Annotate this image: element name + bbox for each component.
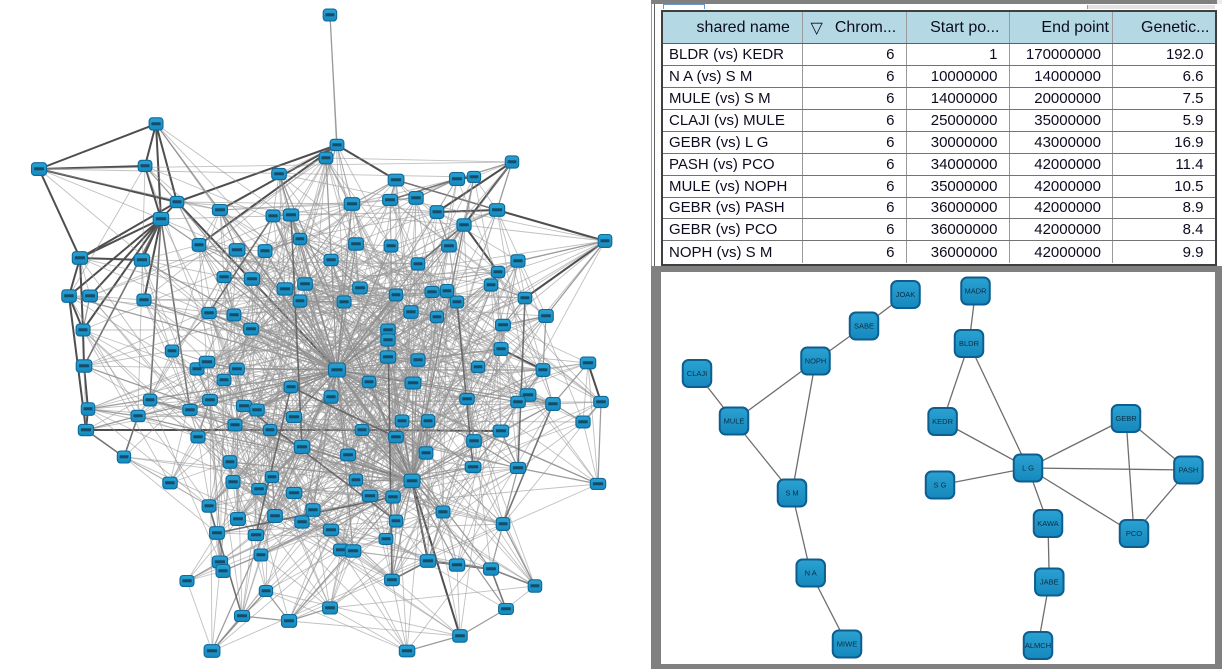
svg-text:NOPH: NOPH (805, 357, 827, 366)
svg-text:GEBR: GEBR (1115, 414, 1137, 423)
svg-text:CLAJI: CLAJI (687, 369, 707, 378)
svg-text:L G: L G (1022, 464, 1034, 473)
svg-text:N A: N A (805, 569, 817, 578)
svg-text:JABE: JABE (1040, 578, 1059, 587)
svg-text:MULE: MULE (724, 417, 745, 426)
svg-text:PCO: PCO (1126, 529, 1142, 538)
svg-text:PASH: PASH (1178, 466, 1198, 475)
svg-text:BLDR: BLDR (959, 339, 980, 348)
svg-text:KEDR: KEDR (932, 417, 953, 426)
svg-text:JOAK: JOAK (896, 290, 916, 299)
svg-text:SABE: SABE (854, 322, 874, 331)
svg-text:ALMCH: ALMCH (1025, 641, 1051, 650)
svg-text:S M: S M (785, 489, 798, 498)
svg-text:KAWA: KAWA (1037, 519, 1059, 528)
svg-text:MADR: MADR (964, 287, 987, 296)
svg-text:MIWE: MIWE (837, 640, 857, 649)
svg-text:S G: S G (934, 481, 947, 490)
